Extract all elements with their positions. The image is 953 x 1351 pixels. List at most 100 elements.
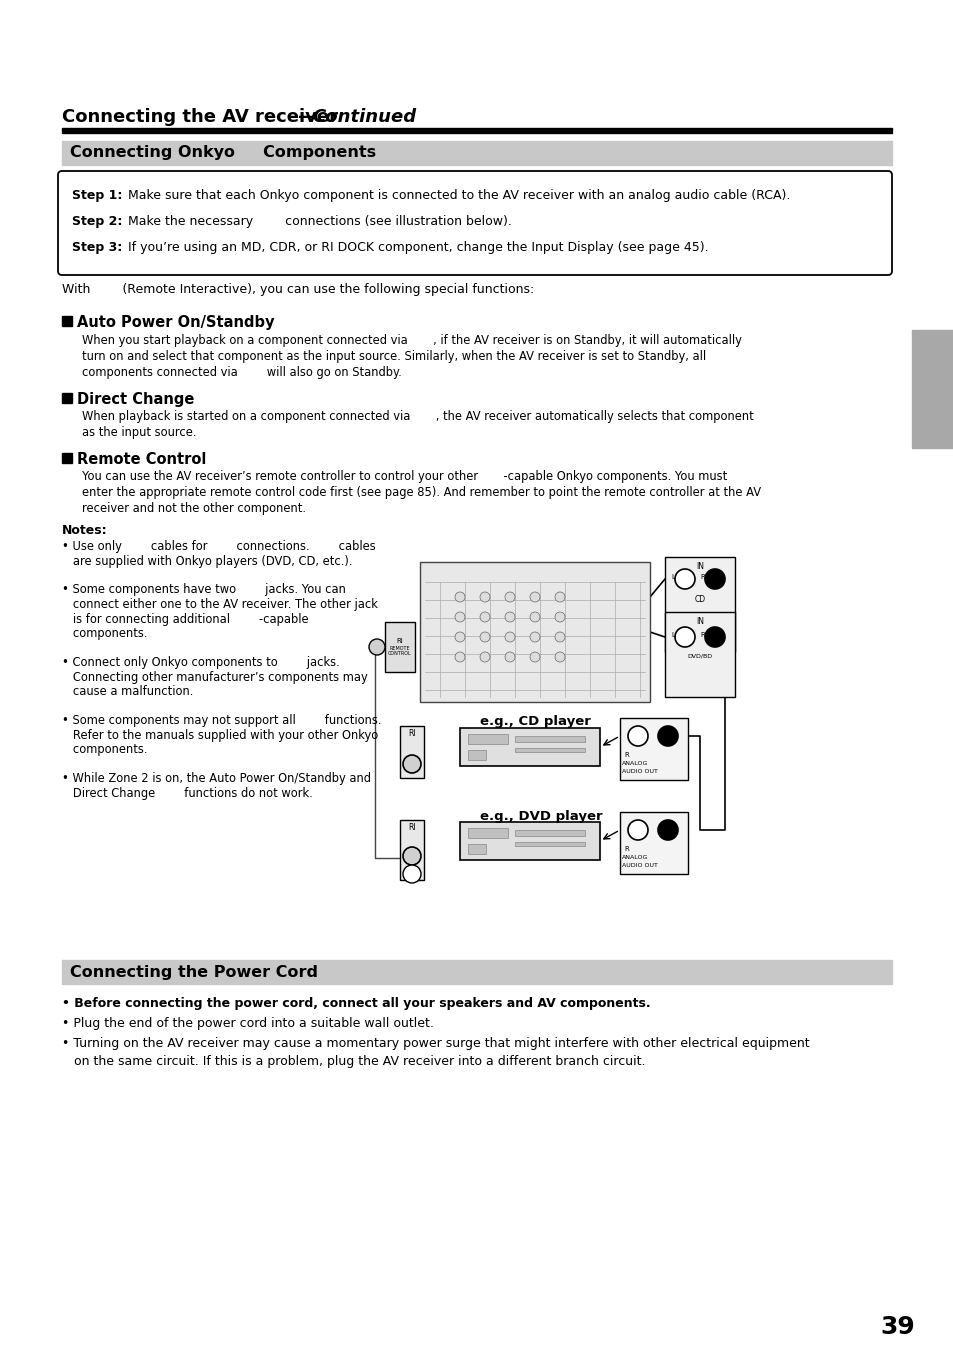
Text: Continued: Continued bbox=[312, 108, 416, 126]
Text: When playback is started on a component connected via       , the AV receiver au: When playback is started on a component … bbox=[82, 409, 753, 423]
Bar bbox=[515, 842, 584, 846]
Text: AUDIO OUT: AUDIO OUT bbox=[621, 769, 658, 774]
Circle shape bbox=[479, 653, 490, 662]
Bar bbox=[62, 141, 891, 165]
Bar bbox=[62, 128, 891, 131]
Circle shape bbox=[402, 847, 420, 865]
Text: • Plug the end of the power cord into a suitable wall outlet.: • Plug the end of the power cord into a … bbox=[62, 1017, 434, 1029]
Text: You can use the AV receiver’s remote controller to control your other       -cap: You can use the AV receiver’s remote con… bbox=[82, 470, 726, 484]
Text: Step 2:: Step 2: bbox=[71, 215, 122, 228]
Text: R: R bbox=[700, 574, 704, 580]
Text: RI: RI bbox=[408, 824, 416, 832]
Bar bbox=[459, 728, 599, 766]
Text: enter the appropriate remote control code first (see page 85). And remember to p: enter the appropriate remote control cod… bbox=[82, 486, 760, 499]
Text: R: R bbox=[623, 846, 628, 852]
Circle shape bbox=[627, 820, 647, 840]
Text: RI: RI bbox=[408, 730, 416, 739]
Bar bbox=[515, 736, 584, 742]
Text: e.g., DVD player: e.g., DVD player bbox=[479, 811, 602, 823]
Text: AUDIO OUT: AUDIO OUT bbox=[621, 863, 658, 867]
Circle shape bbox=[402, 865, 420, 884]
Text: R: R bbox=[700, 632, 704, 638]
Text: e.g., CD player: e.g., CD player bbox=[479, 715, 590, 728]
Text: L: L bbox=[670, 574, 674, 580]
Text: Remote Control: Remote Control bbox=[77, 453, 206, 467]
Circle shape bbox=[555, 653, 564, 662]
Text: receiver and not the other component.: receiver and not the other component. bbox=[82, 503, 306, 515]
Circle shape bbox=[675, 569, 695, 589]
Text: ANALOG: ANALOG bbox=[621, 855, 648, 861]
Text: Make sure that each Onkyo component is connected to the AV receiver with an anal: Make sure that each Onkyo component is c… bbox=[120, 189, 789, 203]
Text: are supplied with Onkyo players (DVD, CD, etc.).: are supplied with Onkyo players (DVD, CD… bbox=[62, 554, 352, 567]
Circle shape bbox=[479, 612, 490, 621]
Bar bbox=[62, 393, 71, 403]
Text: components.: components. bbox=[62, 627, 148, 640]
Circle shape bbox=[530, 612, 539, 621]
Circle shape bbox=[675, 627, 695, 647]
Text: 39: 39 bbox=[879, 1315, 914, 1339]
Text: IN: IN bbox=[696, 617, 703, 626]
Text: Direct Change        functions do not work.: Direct Change functions do not work. bbox=[62, 786, 313, 800]
Text: With        (Remote Interactive), you can use the following special functions:: With (Remote Interactive), you can use t… bbox=[62, 282, 534, 296]
Text: R: R bbox=[623, 753, 628, 758]
Text: cause a malfunction.: cause a malfunction. bbox=[62, 685, 193, 698]
Text: —: — bbox=[297, 108, 315, 126]
Text: Connecting other manufacturer’s components may: Connecting other manufacturer’s componen… bbox=[62, 670, 367, 684]
Text: • Connect only Onkyo components to        jacks.: • Connect only Onkyo components to jacks… bbox=[62, 657, 339, 669]
Text: is for connecting additional        -capable: is for connecting additional -capable bbox=[62, 612, 309, 626]
Bar bbox=[468, 734, 507, 744]
Bar bbox=[468, 750, 485, 761]
Text: ANALOG: ANALOG bbox=[621, 761, 648, 766]
Text: CD: CD bbox=[694, 594, 705, 604]
Bar bbox=[664, 557, 734, 653]
Text: Connecting the Power Cord: Connecting the Power Cord bbox=[70, 965, 317, 979]
Circle shape bbox=[530, 592, 539, 603]
Text: Notes:: Notes: bbox=[62, 524, 108, 536]
Bar bbox=[62, 961, 891, 984]
Bar bbox=[459, 821, 599, 861]
Text: • Turning on the AV receiver may cause a momentary power surge that might interf: • Turning on the AV receiver may cause a… bbox=[62, 1038, 809, 1050]
Text: When you start playback on a component connected via       , if the AV receiver : When you start playback on a component c… bbox=[82, 334, 741, 347]
Text: Auto Power On/Standby: Auto Power On/Standby bbox=[77, 315, 274, 330]
Circle shape bbox=[504, 632, 515, 642]
Text: components connected via        will also go on Standby.: components connected via will also go on… bbox=[82, 366, 401, 380]
Bar bbox=[62, 453, 71, 463]
Circle shape bbox=[504, 592, 515, 603]
Bar bbox=[399, 725, 423, 778]
Bar bbox=[468, 828, 507, 838]
Circle shape bbox=[504, 612, 515, 621]
Text: Direct Change: Direct Change bbox=[77, 392, 194, 407]
Bar bbox=[911, 330, 953, 449]
Bar bbox=[619, 812, 687, 874]
Text: Connecting Onkyo     Components: Connecting Onkyo Components bbox=[70, 146, 375, 161]
Circle shape bbox=[704, 627, 724, 647]
Circle shape bbox=[479, 632, 490, 642]
Text: Step 1:: Step 1: bbox=[71, 189, 122, 203]
Text: turn on and select that component as the input source. Similarly, when the AV re: turn on and select that component as the… bbox=[82, 350, 705, 363]
Text: RI: RI bbox=[396, 638, 403, 644]
Bar bbox=[419, 562, 649, 703]
Text: as the input source.: as the input source. bbox=[82, 426, 196, 439]
Text: Refer to the manuals supplied with your other Onkyo: Refer to the manuals supplied with your … bbox=[62, 728, 377, 742]
Text: • Some components have two        jacks. You can: • Some components have two jacks. You ca… bbox=[62, 584, 346, 597]
Circle shape bbox=[530, 653, 539, 662]
Circle shape bbox=[369, 639, 385, 655]
Circle shape bbox=[504, 653, 515, 662]
Circle shape bbox=[455, 592, 464, 603]
Bar bbox=[515, 830, 584, 836]
Bar bbox=[468, 844, 485, 854]
Text: components.: components. bbox=[62, 743, 148, 757]
Text: • While Zone 2 is on, the Auto Power On/Standby and: • While Zone 2 is on, the Auto Power On/… bbox=[62, 771, 371, 785]
Circle shape bbox=[627, 725, 647, 746]
Text: • Use only        cables for        connections.        cables: • Use only cables for connections. cable… bbox=[62, 540, 375, 553]
Circle shape bbox=[455, 612, 464, 621]
FancyBboxPatch shape bbox=[58, 172, 891, 276]
Bar bbox=[385, 621, 415, 671]
Text: Step 3:: Step 3: bbox=[71, 240, 122, 254]
Bar bbox=[619, 717, 687, 780]
Bar bbox=[62, 316, 71, 326]
Text: Connecting the AV receiver: Connecting the AV receiver bbox=[62, 108, 337, 126]
Text: L: L bbox=[670, 632, 674, 638]
Text: REMOTE
CONTROL: REMOTE CONTROL bbox=[388, 646, 412, 657]
Circle shape bbox=[402, 755, 420, 773]
